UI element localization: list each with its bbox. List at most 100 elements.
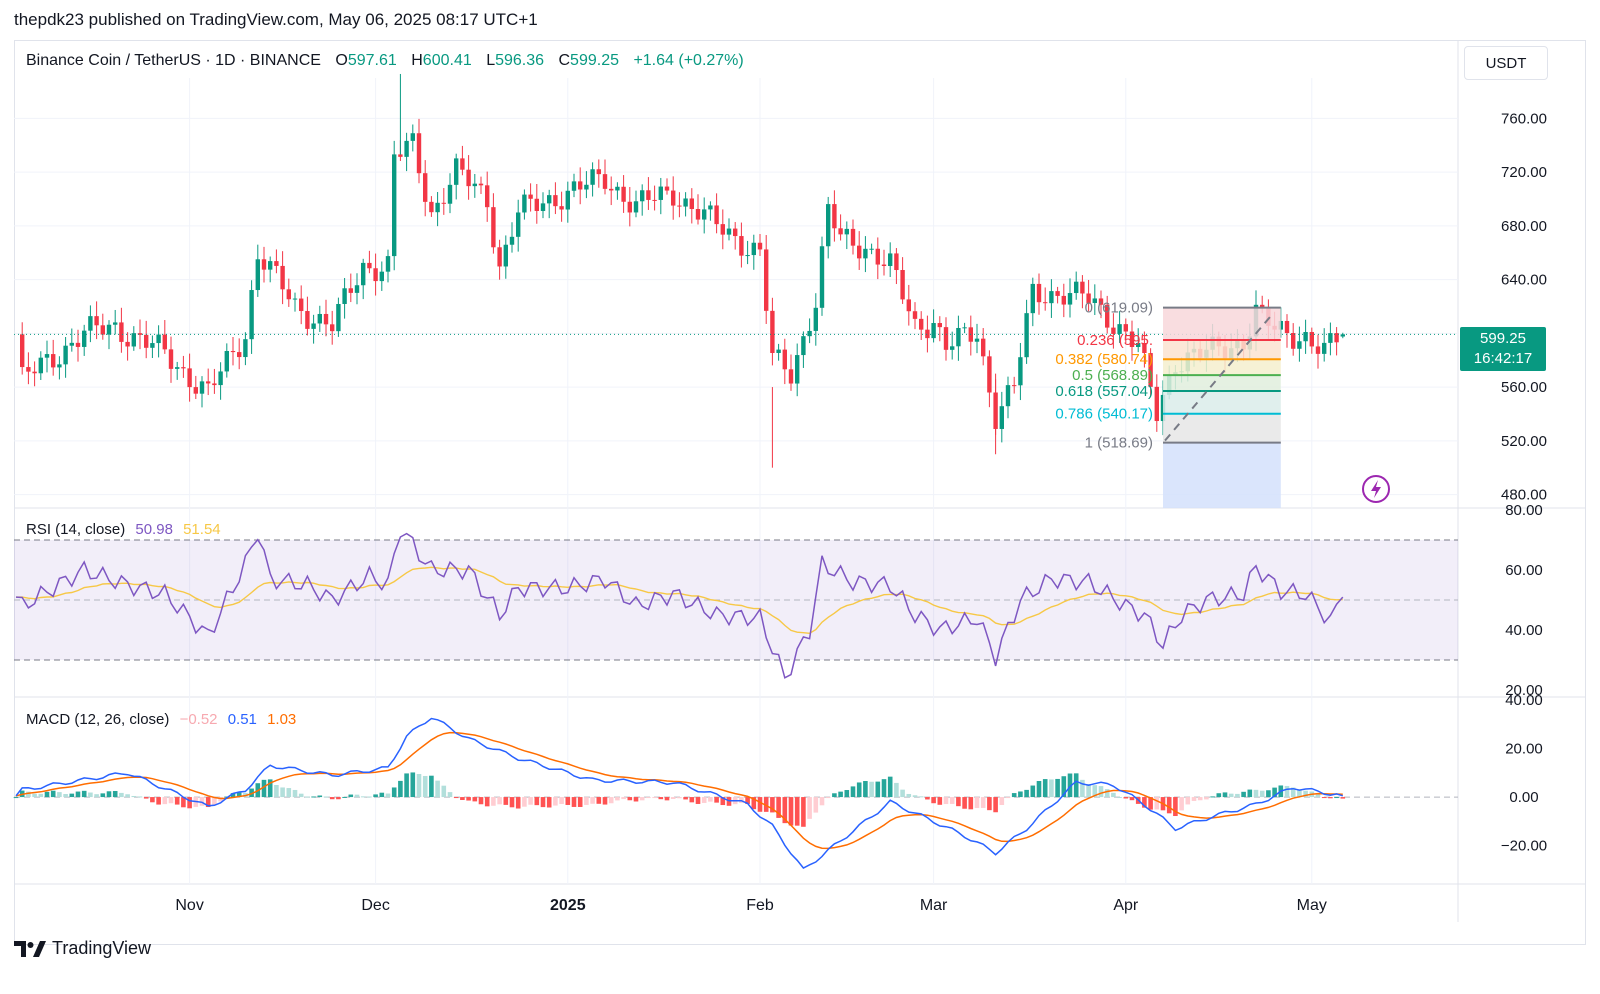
candle-body <box>584 184 589 190</box>
candle-body <box>1067 293 1073 305</box>
rsi-tick-label: 60.00 <box>1505 562 1543 579</box>
macd-histogram-bar <box>63 794 68 798</box>
candles-group <box>20 118 1345 443</box>
macd-histogram-bar <box>670 797 676 800</box>
macd-histogram-bar <box>906 793 912 798</box>
candle-body <box>1291 333 1296 349</box>
macd-histogram-bar <box>714 797 719 803</box>
candle-body <box>348 288 353 293</box>
macd-histogram-bar <box>770 797 775 813</box>
candle-body <box>838 228 843 235</box>
candle-body <box>26 367 31 372</box>
candle-body <box>547 195 552 204</box>
macd-legend[interactable]: MACD (12, 26, close) −0.52 0.51 1.03 <box>26 711 296 728</box>
candle-body <box>1005 385 1011 407</box>
candle-body <box>1080 281 1085 294</box>
candle-body <box>212 383 217 386</box>
candle-body <box>509 236 515 245</box>
rsi-tick-label: 40.00 <box>1505 622 1543 639</box>
macd-histogram-bar <box>385 793 391 798</box>
candle-body <box>1018 357 1023 386</box>
macd-histogram-bar <box>999 797 1005 806</box>
candle-body <box>292 298 298 300</box>
macd-histogram-group <box>13 772 1346 827</box>
symbol-title[interactable]: Binance Coin / TetherUS · 1D · BINANCE <box>26 52 321 69</box>
macd-histogram-bar <box>1253 789 1259 798</box>
candle-body <box>354 285 360 293</box>
candle-body <box>150 343 155 348</box>
macd-histogram-bar <box>150 797 155 803</box>
candle-body <box>906 299 911 312</box>
candle-body <box>249 290 254 340</box>
macd-histogram-bar <box>1166 797 1172 814</box>
candle-body <box>454 158 459 185</box>
macd-histogram-bar <box>348 794 354 798</box>
macd-histogram-bar <box>50 790 56 798</box>
candle-body <box>844 228 849 235</box>
candle-body <box>447 184 453 204</box>
high-value: 600.41 <box>422 52 472 69</box>
price-tick-label: 720.00 <box>1501 164 1547 181</box>
macd-histogram-bar <box>298 793 304 798</box>
candle-body <box>57 364 62 368</box>
fib-zone <box>1163 391 1281 414</box>
candle-body <box>1061 295 1066 305</box>
candle-body <box>714 205 719 225</box>
macd-histogram-bar <box>949 797 955 804</box>
candle-body <box>361 262 366 286</box>
x-tick-label: Mar <box>920 897 948 914</box>
macd-histogram-bar <box>925 797 930 800</box>
macd-histogram-bar <box>32 793 37 798</box>
candle-body <box>590 169 595 185</box>
candle-body <box>1322 342 1327 354</box>
macd-histogram-bar <box>658 797 664 800</box>
macd-histogram-bar <box>1024 789 1029 798</box>
macd-histogram-bar <box>274 785 279 798</box>
tradingview-brand[interactable]: TradingView <box>14 938 151 959</box>
currency-selector[interactable]: USDT <box>1464 46 1548 80</box>
rsi-legend[interactable]: RSI (14, close) 50.98 51.54 <box>26 521 221 538</box>
candle-body <box>850 228 856 246</box>
macd-histogram-bar <box>137 796 143 798</box>
candle-body <box>1328 333 1333 343</box>
candle-body <box>596 169 601 175</box>
candle-body <box>621 186 626 202</box>
macd-histogram-bar <box>311 796 316 798</box>
macd-histogram-bar <box>1228 793 1234 798</box>
macd-histogram-bar <box>875 781 881 798</box>
macd-histogram-bar <box>887 776 893 798</box>
candle-body <box>720 224 725 235</box>
close-value: 599.25 <box>570 52 619 69</box>
macd-histogram-bar <box>509 797 515 808</box>
macd-histogram-bar <box>534 797 540 806</box>
macd-histogram-bar <box>1073 773 1079 798</box>
macd-histogram-bar <box>894 782 899 798</box>
macd-histogram-bar <box>943 797 949 805</box>
candle-body <box>553 195 558 207</box>
macd-histogram-bar <box>515 797 521 809</box>
last-price-badge: 599.25 16:42:17 <box>1460 327 1546 371</box>
candle-body <box>1012 385 1017 387</box>
macd-histogram-bar <box>869 781 874 798</box>
candle-body <box>869 248 874 250</box>
candle-body <box>491 207 496 248</box>
macd-histogram-bar <box>838 791 843 798</box>
macd-title: MACD (12, 26, close) <box>26 711 170 728</box>
macd-histogram-bar <box>100 793 106 798</box>
candle-body <box>962 327 967 329</box>
candle-body <box>1297 341 1302 349</box>
candle-body <box>1105 304 1110 328</box>
candle-body <box>218 371 223 386</box>
candle-body <box>274 261 279 266</box>
candle-body <box>168 349 174 369</box>
macd-histogram-bar <box>590 797 595 804</box>
macd-histogram-bar <box>608 797 614 804</box>
macd-histogram-bar <box>81 790 87 798</box>
macd-histogram-bar <box>1061 776 1067 798</box>
candle-body <box>1142 343 1147 354</box>
macd-histogram-bar <box>819 797 825 806</box>
candle-body <box>237 352 242 358</box>
macd-histogram-bar <box>968 797 974 810</box>
low-label: L <box>486 52 496 69</box>
